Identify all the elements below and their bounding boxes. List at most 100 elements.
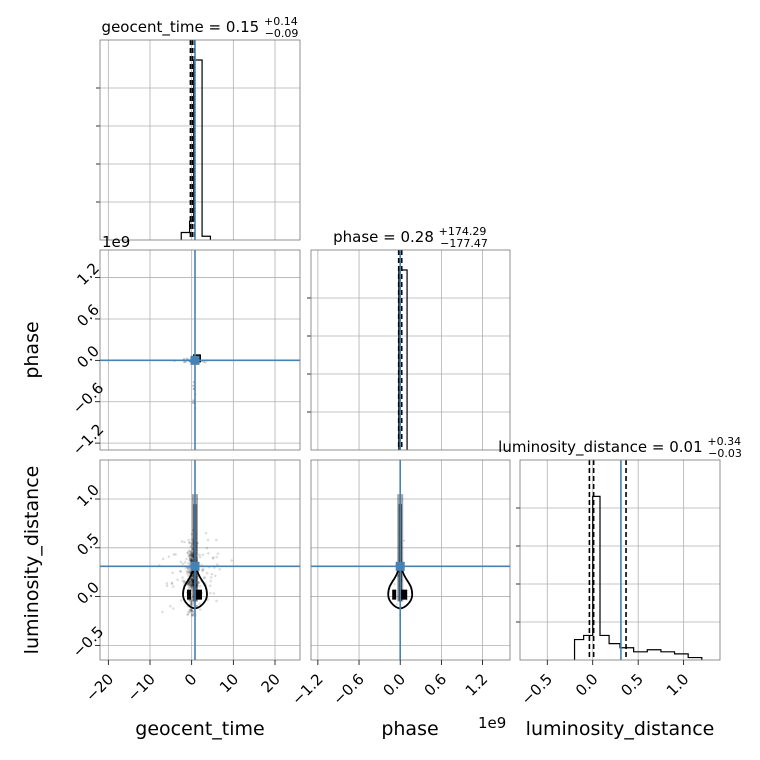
y-tick-label-phase: 1.2: [73, 259, 103, 289]
sample-point: [186, 583, 190, 587]
sample-point: [215, 538, 218, 542]
title-upper-error: +174.29: [439, 225, 487, 238]
title-lower-error: −177.47: [440, 237, 488, 250]
sample-point: [185, 557, 188, 561]
x-tick-label-phase: 0.0: [379, 670, 409, 700]
sample-point: [198, 584, 202, 588]
sample-point: [183, 360, 186, 364]
sample-point: [178, 569, 182, 573]
sample-point: [202, 360, 205, 364]
sample-point: [191, 554, 194, 557]
sample-point: [187, 582, 190, 586]
sample-point: [183, 561, 187, 564]
sample-point: [190, 553, 194, 556]
phase-hist-panel: phase = 0.28 +174.29 −177.47: [307, 225, 511, 451]
sample-point: [207, 551, 210, 555]
sample-point: [180, 540, 184, 543]
sample-point: [215, 599, 218, 603]
sample-point: [189, 586, 193, 590]
sample-point: [189, 549, 192, 553]
sample-point: [188, 583, 192, 587]
sample-point: [188, 580, 191, 584]
sample-point: [204, 361, 207, 364]
x-tick-label-phase: −1.2: [288, 670, 326, 708]
sample-point: [196, 541, 199, 545]
sample-point: [201, 553, 205, 557]
sample-point: [190, 584, 193, 588]
sample-point: [189, 559, 193, 563]
sample-point: [396, 575, 400, 578]
sample-point: [201, 569, 204, 572]
sample-point: [189, 544, 193, 548]
sample-point: [188, 610, 192, 614]
sample-point: [191, 613, 194, 616]
x-tick-label-luminosity_distance: 1.0: [663, 670, 693, 700]
sample-point: [204, 531, 208, 535]
sample-point: [187, 562, 190, 565]
sample-point: [189, 557, 192, 561]
sample-point: [181, 562, 185, 566]
sample-point: [190, 579, 194, 582]
sample-point: [190, 551, 193, 555]
sample-point: [184, 360, 187, 364]
sample-point: [188, 541, 191, 545]
sample-point: [191, 555, 195, 559]
y-axis-offset-label: 1e9: [102, 233, 130, 251]
histogram-bar: [398, 269, 408, 450]
x-tick-label-geocent_time: 10: [216, 670, 242, 696]
sample-point: [190, 580, 194, 583]
sample-point: [188, 559, 192, 563]
truth-marker: [395, 561, 405, 571]
sample-point: [209, 576, 213, 579]
sample-point: [198, 555, 202, 559]
sample-point: [188, 583, 192, 587]
sample-point: [187, 567, 190, 570]
sample-point: [190, 578, 194, 582]
sample-point: [189, 554, 193, 557]
sample-point: [185, 357, 188, 360]
phase-title: phase = 0.28 +174.29 −177.47: [333, 225, 488, 250]
sample-point: [190, 584, 194, 587]
panel-frame: [99, 459, 301, 661]
sample-point: [191, 401, 194, 404]
panel-background: [311, 250, 510, 450]
x-axis-offset-label: 1e9: [478, 714, 506, 732]
sample-point: [190, 532, 194, 536]
panel-frame: [99, 39, 301, 241]
x-tick-label-luminosity_distance: −0.5: [518, 670, 556, 708]
panel-background: [100, 40, 300, 240]
sample-point: [192, 399, 195, 402]
sample-point: [191, 547, 195, 551]
y-tick-label-luminosity_distance: 0.5: [73, 529, 103, 559]
sample-point: [183, 579, 186, 583]
sample-point: [189, 583, 193, 587]
sample-point: [189, 552, 192, 556]
sample-point: [189, 599, 192, 602]
x-tick-label-phase: −0.6: [329, 670, 367, 708]
sample-point: [198, 608, 202, 611]
sample-point: [161, 610, 164, 614]
title-upper-error: +0.14: [264, 15, 298, 28]
x-tick-label-geocent_time: 0: [181, 670, 200, 689]
sample-point: [195, 585, 199, 588]
sample-point: [198, 553, 201, 557]
sample-point: [190, 577, 193, 581]
sample-point: [167, 555, 171, 558]
sample-point: [206, 538, 210, 542]
sample-point: [190, 608, 193, 611]
sample-point: [218, 567, 221, 571]
sample-point: [189, 609, 193, 612]
sample-point: [182, 581, 186, 585]
y-tick-label-phase: 0.6: [73, 301, 103, 331]
sample-point: [186, 612, 190, 616]
sample-point: [190, 599, 193, 602]
sample-point: [189, 552, 193, 555]
sample-point: [179, 570, 183, 573]
x-tick-label-geocent_time: −20: [82, 670, 117, 705]
sample-point: [190, 614, 194, 618]
sample-point: [191, 582, 194, 586]
sample-point: [198, 602, 201, 606]
sample-point: [165, 582, 169, 585]
panel-background: [100, 250, 300, 450]
sample-point: [395, 603, 399, 606]
